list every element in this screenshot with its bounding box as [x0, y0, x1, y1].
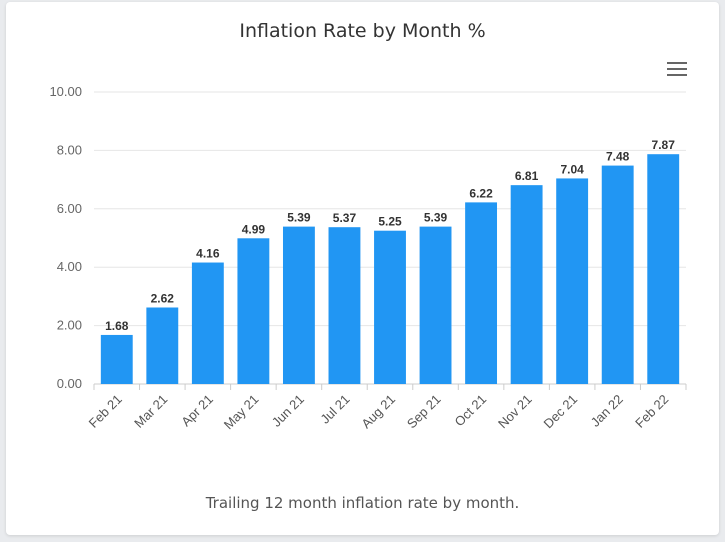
- bar: [282, 226, 315, 384]
- y-tick-label: 2.00: [57, 318, 82, 333]
- bar: [328, 227, 361, 384]
- bar: [419, 226, 452, 384]
- data-label: 2.62: [151, 291, 175, 305]
- x-tick-label: Mar 21: [131, 392, 170, 431]
- data-label: 7.04: [560, 162, 584, 176]
- y-tick-label: 6.00: [57, 201, 82, 216]
- data-label: 1.68: [105, 319, 129, 333]
- bar: [556, 178, 589, 384]
- x-tick-label: Feb 21: [86, 392, 125, 431]
- x-tick-label: Jan 22: [588, 392, 626, 430]
- data-label: 5.39: [287, 211, 311, 225]
- x-tick-label: Sep 21: [404, 392, 444, 432]
- x-tick-label: Jun 21: [269, 392, 307, 430]
- data-label: 7.87: [652, 138, 676, 152]
- data-label: 4.99: [242, 222, 266, 236]
- data-label: 7.48: [606, 150, 630, 164]
- bar: [601, 165, 634, 384]
- data-label: 5.25: [378, 215, 402, 229]
- bar: [647, 154, 680, 384]
- y-tick-label: 0.00: [57, 376, 82, 391]
- bar: [237, 238, 270, 384]
- y-tick-label: 8.00: [57, 142, 82, 157]
- x-tick-label: Apr 21: [178, 392, 216, 430]
- x-tick-label: Nov 21: [495, 392, 535, 432]
- x-tick-label: Oct 21: [452, 392, 490, 430]
- x-tick-label: Jul 21: [317, 392, 352, 427]
- bar: [146, 307, 179, 384]
- y-tick-label: 10.00: [49, 84, 82, 99]
- bar: [374, 230, 406, 384]
- bar: [100, 334, 133, 384]
- chart-card: [6, 2, 719, 535]
- x-tick-label: Aug 21: [358, 392, 398, 432]
- chart-title: Inflation Rate by Month %: [239, 20, 486, 42]
- hamburger-menu-icon[interactable]: [667, 62, 687, 78]
- bar: [465, 202, 498, 384]
- data-label: 6.81: [515, 169, 539, 183]
- bar: [191, 262, 224, 384]
- data-label: 5.37: [333, 211, 357, 225]
- x-tick-label: May 21: [221, 392, 262, 433]
- x-tick-label: Dec 21: [541, 392, 581, 432]
- data-label: 6.22: [469, 186, 493, 200]
- data-label: 5.39: [424, 211, 448, 225]
- data-label: 4.16: [196, 247, 220, 261]
- bar: [510, 185, 543, 384]
- x-tick-label: Feb 22: [632, 392, 671, 431]
- chart-caption: Trailing 12 month inflation rate by mont…: [205, 494, 520, 512]
- y-tick-label: 4.00: [57, 259, 82, 274]
